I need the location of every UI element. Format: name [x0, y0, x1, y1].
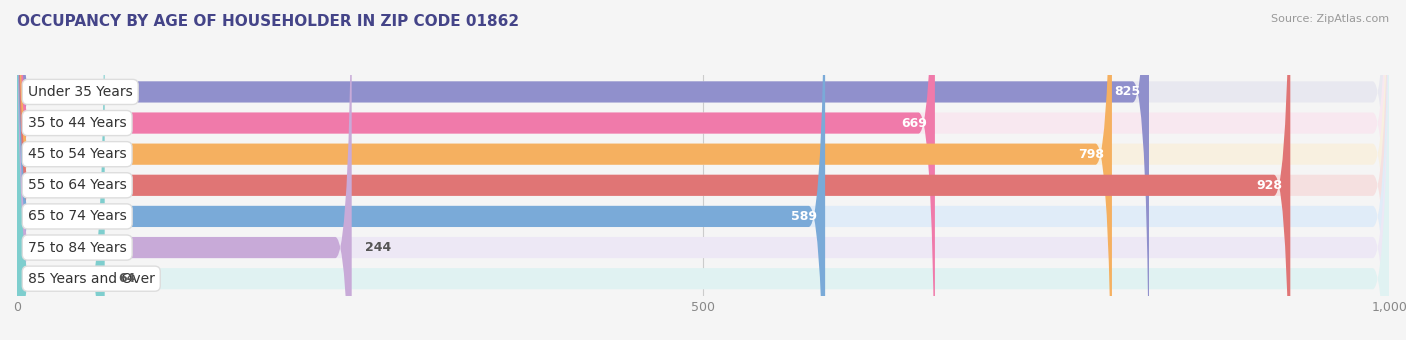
FancyBboxPatch shape	[17, 0, 935, 340]
Text: 65 to 74 Years: 65 to 74 Years	[28, 209, 127, 223]
Text: 85 Years and Over: 85 Years and Over	[28, 272, 155, 286]
Text: 75 to 84 Years: 75 to 84 Years	[28, 241, 127, 255]
FancyBboxPatch shape	[17, 0, 104, 340]
FancyBboxPatch shape	[17, 0, 1389, 340]
Text: 35 to 44 Years: 35 to 44 Years	[28, 116, 127, 130]
FancyBboxPatch shape	[17, 0, 352, 340]
Text: Source: ZipAtlas.com: Source: ZipAtlas.com	[1271, 14, 1389, 23]
FancyBboxPatch shape	[17, 0, 1389, 340]
Text: 825: 825	[1115, 85, 1140, 98]
Text: 669: 669	[901, 117, 927, 130]
Text: OCCUPANCY BY AGE OF HOUSEHOLDER IN ZIP CODE 01862: OCCUPANCY BY AGE OF HOUSEHOLDER IN ZIP C…	[17, 14, 519, 29]
Text: 64: 64	[118, 272, 136, 285]
Text: 589: 589	[792, 210, 817, 223]
FancyBboxPatch shape	[17, 0, 1389, 340]
Text: 244: 244	[366, 241, 392, 254]
FancyBboxPatch shape	[17, 0, 1389, 340]
Text: 798: 798	[1077, 148, 1104, 161]
FancyBboxPatch shape	[17, 0, 1389, 340]
FancyBboxPatch shape	[17, 0, 825, 340]
Text: Under 35 Years: Under 35 Years	[28, 85, 132, 99]
FancyBboxPatch shape	[17, 0, 1291, 340]
Text: 928: 928	[1256, 179, 1282, 192]
FancyBboxPatch shape	[17, 0, 1149, 340]
Text: 55 to 64 Years: 55 to 64 Years	[28, 178, 127, 192]
FancyBboxPatch shape	[17, 0, 1389, 340]
FancyBboxPatch shape	[17, 0, 1389, 340]
Text: 45 to 54 Years: 45 to 54 Years	[28, 147, 127, 161]
FancyBboxPatch shape	[17, 0, 1112, 340]
